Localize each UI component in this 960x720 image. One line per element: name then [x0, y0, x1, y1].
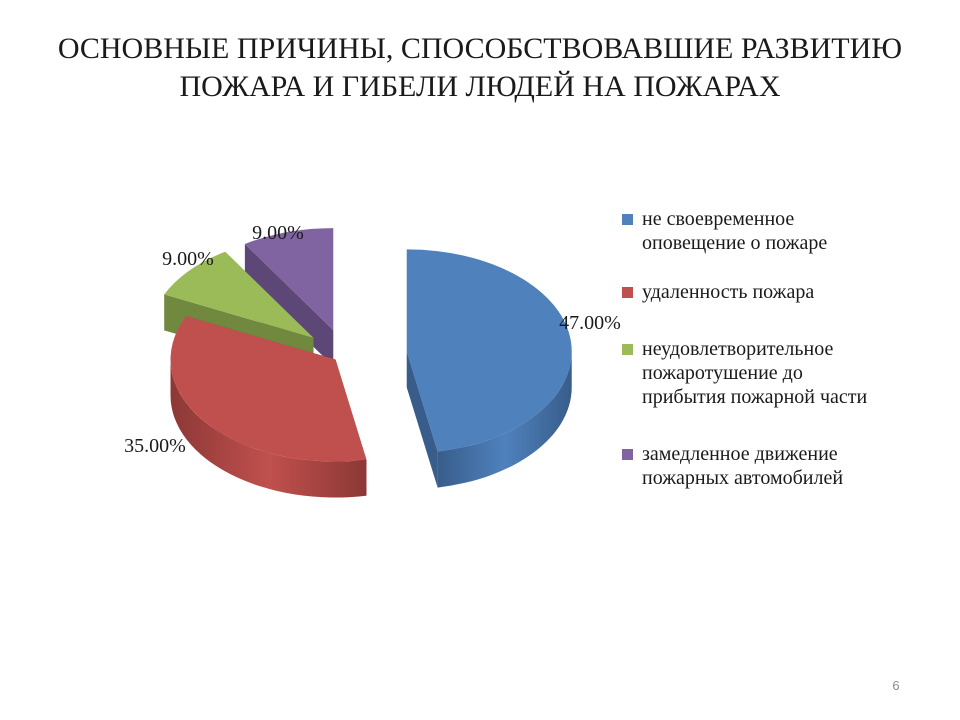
- legend-label: пожарных автомобилей: [642, 467, 844, 489]
- slide-title: ОСНОВНЫЕ ПРИЧИНЫ, СПОСОБСТВОВАВШИЕ РАЗВИ…: [0, 30, 960, 106]
- pie-slice: [406, 249, 572, 488]
- data-label-poor-extinguishing: 9.00%: [162, 248, 214, 270]
- data-label-late-warning: 47.00%: [559, 312, 621, 334]
- data-label-slow-vehicles: 9.00%: [252, 222, 304, 244]
- chart-legend: не своевременное оповещение о пожаре уда…: [622, 207, 922, 490]
- legend-label: пожаротушение до: [642, 362, 803, 384]
- legend-label: неудовлетворительное: [642, 338, 834, 360]
- data-label-distance: 35.00%: [124, 435, 186, 457]
- legend-label: оповещение о пожаре: [642, 232, 828, 254]
- pie-slice: [170, 316, 367, 498]
- legend-item-poor-extinguishing: неудовлетворительное пожаротушение до пр…: [622, 337, 922, 409]
- pie-slice: [244, 228, 334, 367]
- legend-swatch: [622, 214, 633, 225]
- slice-top: [244, 228, 334, 331]
- legend-item-late-warning: не своевременное оповещение о пожаре: [622, 207, 922, 255]
- slice-wall: [406, 351, 438, 488]
- title-line-1: ОСНОВНЫЕ ПРИЧИНЫ, СПОСОБСТВОВАВШИЕ РАЗВИ…: [57, 32, 903, 65]
- slice-top: [406, 249, 572, 452]
- legend-label: удаленность пожара: [642, 281, 815, 303]
- legend-item-distance: удаленность пожара: [622, 280, 922, 304]
- slice-wall: [244, 243, 334, 367]
- legend-swatch: [622, 287, 633, 298]
- page-number: 6: [892, 678, 900, 693]
- legend-swatch: [622, 344, 633, 355]
- title-line-2: ПОЖАРА И ГИБЕЛИ ЛЮДЕЙ НА ПОЖАРАХ: [179, 70, 781, 103]
- slice-side: [437, 351, 572, 488]
- legend-item-slow-vehicles: замедленное движение пожарных автомобиле…: [622, 442, 922, 490]
- legend-label: замедленное движение: [642, 443, 838, 465]
- slice-side: [170, 359, 367, 498]
- legend-label: прибытия пожарной части: [642, 386, 868, 408]
- legend-swatch: [622, 449, 633, 460]
- legend-label: не своевременное: [642, 208, 795, 230]
- slice-top: [164, 251, 314, 338]
- slice-top: [170, 316, 367, 462]
